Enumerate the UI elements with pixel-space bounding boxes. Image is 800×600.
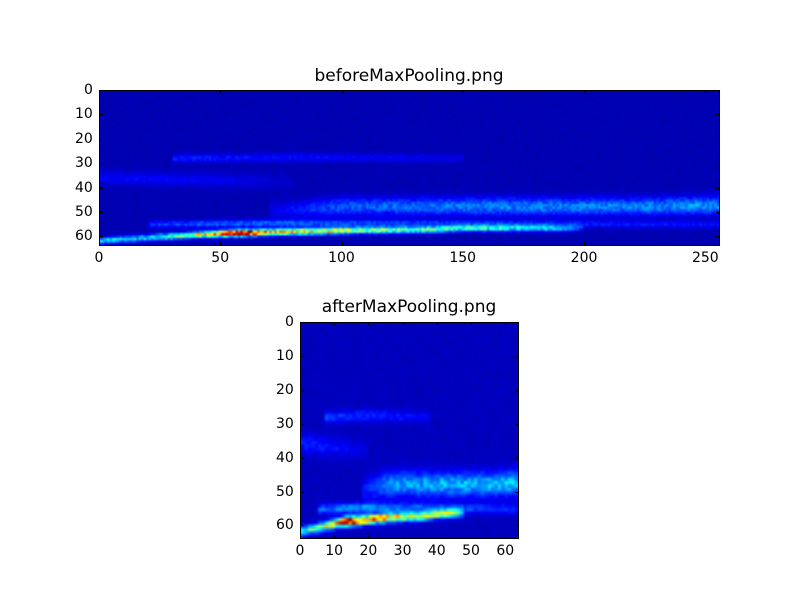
y-tick-mark	[515, 322, 519, 323]
y-tick-mark	[515, 423, 519, 425]
x-tick-mark	[402, 322, 404, 326]
x-tick-label: 50	[462, 543, 480, 559]
x-tick-label: 20	[359, 543, 378, 559]
y-tick-mark	[716, 163, 720, 165]
heatmap-axes-after	[300, 322, 519, 539]
y-tick-mark	[300, 423, 304, 425]
y-tick-mark	[515, 491, 519, 493]
y-tick-mark	[300, 355, 304, 357]
x-tick-label: 50	[211, 250, 230, 266]
x-tick-label: 0	[295, 543, 305, 559]
y-tick-mark	[515, 457, 519, 459]
x-tick-mark	[471, 535, 473, 539]
y-tick-label: 60	[276, 517, 294, 534]
y-tick-label: 30	[276, 415, 294, 432]
y-tick-mark	[99, 211, 103, 213]
x-tick-mark	[300, 535, 301, 539]
x-tick-mark	[436, 322, 438, 326]
x-tick-mark	[402, 535, 404, 539]
y-tick-mark	[716, 236, 720, 238]
x-tick-mark	[505, 322, 507, 326]
y-tick-mark	[716, 211, 720, 213]
y-tick-mark	[99, 138, 103, 140]
y-tick-label: 10	[75, 106, 93, 123]
heatmap-image-after	[301, 323, 518, 538]
y-tick-mark	[716, 90, 720, 91]
y-tick-mark	[300, 389, 304, 391]
x-tick-mark	[300, 322, 301, 326]
x-tick-mark	[220, 242, 222, 246]
x-tick-label: 100	[328, 250, 355, 266]
y-tick-label: 20	[276, 381, 294, 398]
y-tick-label: 50	[276, 483, 294, 500]
chart-title-after: afterMaxPooling.png	[321, 297, 497, 317]
y-tick-label: 40	[75, 179, 93, 196]
y-tick-mark	[99, 114, 103, 116]
x-tick-mark	[705, 90, 707, 94]
y-tick-mark	[99, 187, 103, 189]
x-tick-mark	[584, 90, 586, 94]
x-tick-mark	[462, 90, 464, 94]
x-tick-label: 250	[691, 250, 719, 266]
x-tick-mark	[99, 90, 100, 94]
y-tick-label: 50	[75, 203, 93, 220]
x-tick-mark	[341, 90, 343, 94]
x-tick-label: 30	[393, 543, 412, 559]
x-tick-mark	[368, 322, 370, 326]
y-tick-mark	[716, 114, 720, 116]
y-tick-label: 10	[276, 347, 294, 364]
y-tick-label: 0	[84, 82, 93, 98]
y-tick-mark	[99, 90, 103, 91]
y-tick-mark	[515, 525, 519, 527]
x-tick-mark	[584, 242, 586, 246]
x-tick-mark	[334, 322, 336, 326]
y-tick-label: 30	[75, 155, 93, 172]
chart-title-before: beforeMaxPooling.png	[314, 66, 504, 86]
y-tick-label: 40	[276, 449, 294, 466]
x-tick-mark	[471, 322, 473, 326]
y-tick-mark	[515, 355, 519, 357]
y-tick-label: 0	[285, 314, 294, 330]
x-tick-label: 200	[570, 250, 598, 266]
y-tick-mark	[99, 236, 103, 238]
x-tick-label: 60	[496, 543, 515, 559]
y-tick-label: 20	[75, 130, 93, 147]
y-tick-mark	[716, 138, 720, 140]
y-tick-mark	[300, 322, 304, 323]
x-tick-mark	[462, 242, 464, 246]
y-tick-mark	[515, 389, 519, 391]
y-tick-label: 60	[75, 228, 93, 245]
x-tick-label: 0	[94, 250, 104, 266]
heatmap-image-before	[100, 91, 719, 245]
x-tick-mark	[368, 535, 370, 539]
x-tick-mark	[334, 535, 336, 539]
x-tick-label: 150	[449, 250, 477, 266]
x-tick-label: 10	[325, 543, 344, 559]
x-tick-mark	[436, 535, 438, 539]
y-tick-mark	[716, 187, 720, 189]
y-tick-mark	[300, 525, 304, 527]
x-tick-mark	[705, 242, 707, 246]
x-tick-mark	[505, 535, 507, 539]
y-tick-mark	[300, 457, 304, 459]
x-tick-mark	[341, 242, 343, 246]
y-tick-mark	[99, 163, 103, 165]
y-tick-mark	[300, 491, 304, 493]
x-tick-label: 40	[427, 543, 446, 559]
x-tick-mark	[220, 90, 222, 94]
x-tick-mark	[99, 242, 100, 246]
heatmap-axes-before	[99, 90, 720, 246]
